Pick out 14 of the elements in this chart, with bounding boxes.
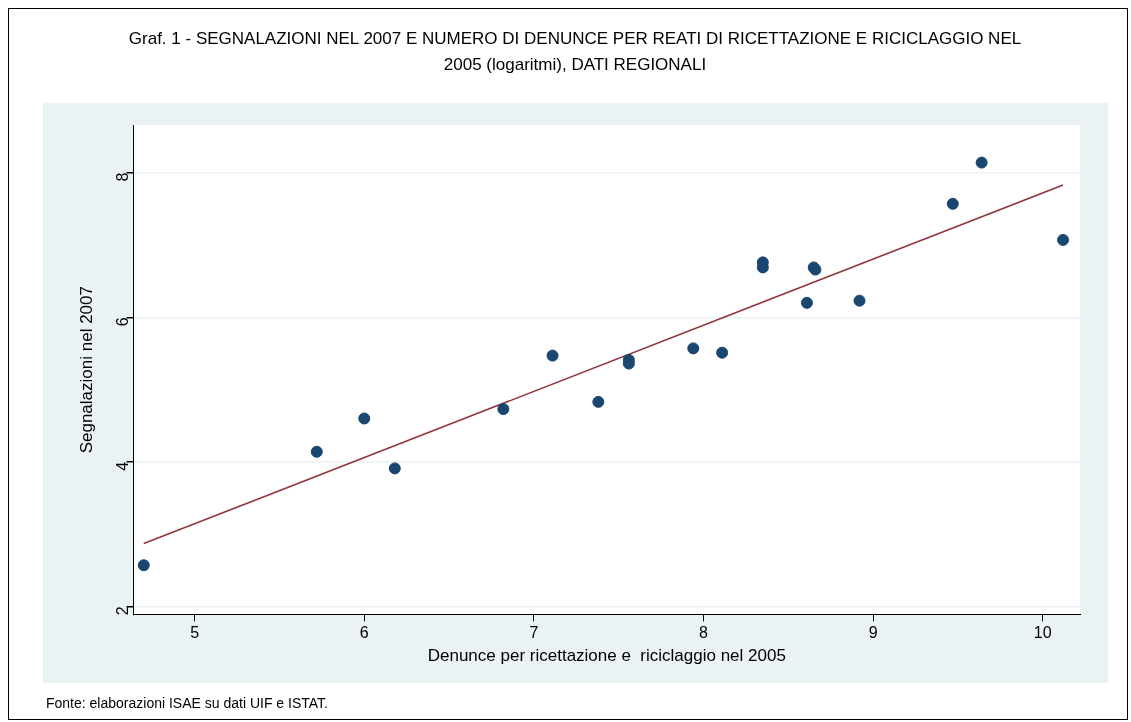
y-tick-label: 4 [114,461,132,471]
x-tick-label: 7 [529,624,539,642]
y-tick-label: 8 [114,172,132,182]
chart-title: Graf. 1 - SEGNALAZIONI NEL 2007 E NUMERO DI DENUNCE PER REATI DI RICETTAZIONE E RICICLAGGIO NEL 2005 (logaritmi), DATI REGIONALI [127,28,1023,76]
source-note: Fonte: elaborazioni ISAE su dati UIF e ISTAT. [46,695,328,711]
y-tick-label: 6 [114,317,132,327]
x-tick-label: 10 [1033,624,1052,642]
x-axis-title: Denunce per ricettazione e riciclaggio nel 2005 [427,646,786,666]
y-axis-title: Segnalazioni nel 2007 [76,286,96,454]
x-tick-label: 9 [868,624,878,642]
x-tick-label: 5 [190,624,200,642]
y-tick-label: 2 [114,606,132,616]
x-tick-label: 8 [699,624,709,642]
x-tick-label: 6 [359,624,369,642]
